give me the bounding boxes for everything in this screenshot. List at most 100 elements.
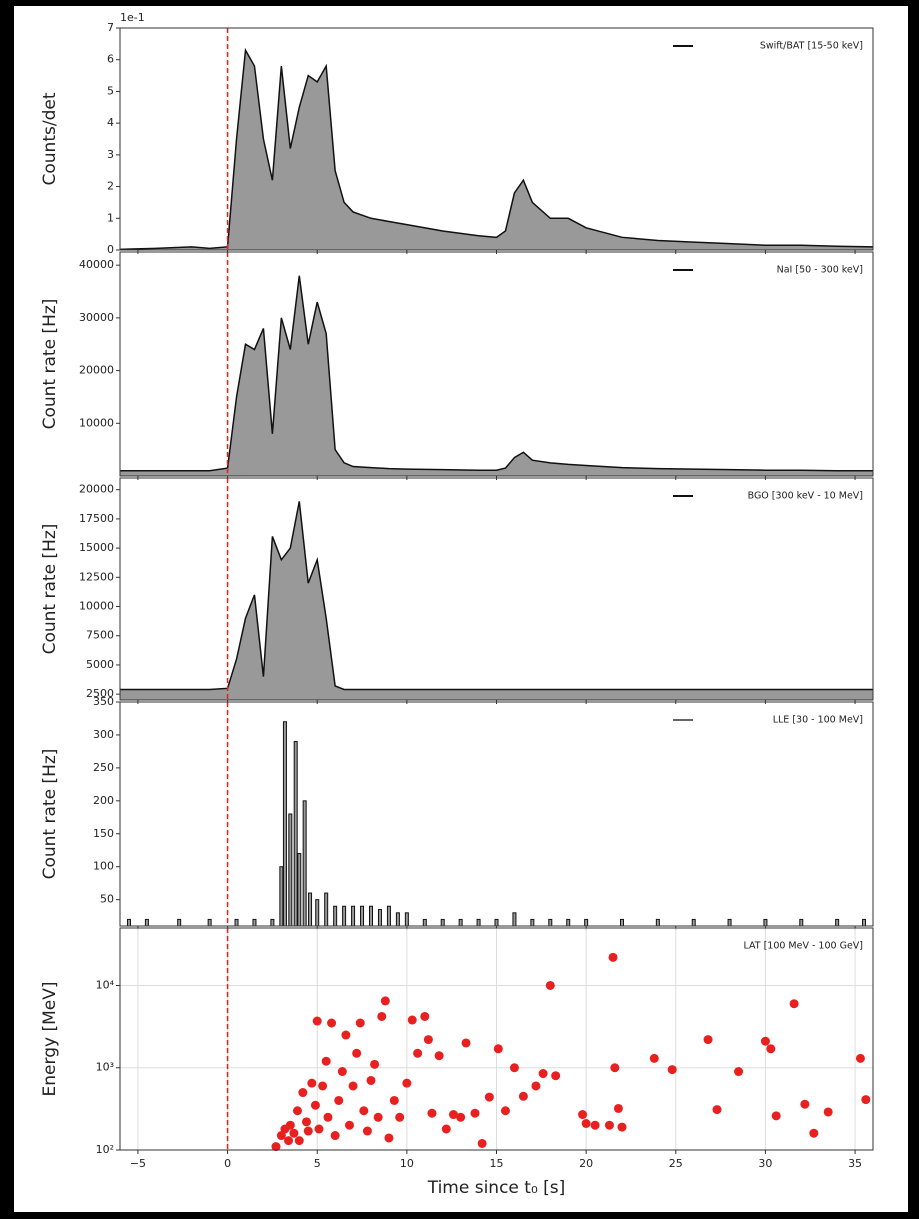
bar — [333, 905, 338, 927]
bar — [282, 721, 287, 927]
point — [314, 1124, 324, 1134]
bar — [512, 912, 517, 927]
point — [337, 1067, 347, 1077]
y-tick-label: 20000 — [79, 483, 114, 496]
y-tick-label: 10⁴ — [96, 978, 115, 991]
point — [310, 1100, 320, 1110]
bar — [763, 918, 768, 927]
y-axis-label: Energy [MeV] — [40, 982, 60, 1097]
point — [352, 1048, 362, 1058]
bar — [476, 918, 481, 927]
bar — [799, 918, 804, 927]
point — [355, 1018, 365, 1028]
line — [120, 501, 873, 691]
point — [578, 1110, 588, 1120]
bar — [862, 918, 867, 927]
y-tick-label: 10000 — [79, 600, 114, 613]
bar — [207, 918, 212, 927]
y-tick-label: 4 — [107, 116, 114, 129]
point — [809, 1128, 819, 1138]
y-tick-label: 10³ — [96, 1061, 114, 1074]
bar — [351, 905, 356, 927]
x-tick-label: 30 — [758, 1157, 772, 1170]
point — [500, 1106, 510, 1116]
y-axis-label: Count rate [Hz] — [40, 524, 60, 655]
legend-label: LAT [100 MeV - 100 GeV] — [743, 941, 863, 952]
area — [120, 501, 873, 700]
bar — [293, 741, 298, 927]
line — [119, 47, 874, 251]
x-tick-label: −5 — [130, 1157, 146, 1170]
y-tick-label: 300 — [93, 728, 114, 741]
bar — [835, 918, 840, 927]
y-tick-label: 15000 — [79, 541, 114, 554]
point — [285, 1120, 295, 1130]
x-tick-label: 0 — [224, 1157, 231, 1170]
point — [509, 1063, 519, 1073]
bar — [530, 918, 535, 927]
point — [323, 1112, 333, 1122]
area — [120, 275, 873, 476]
bar — [386, 905, 391, 927]
bar — [126, 918, 131, 927]
y-tick-label: 17500 — [79, 512, 114, 525]
point — [610, 1063, 620, 1073]
bar — [308, 892, 313, 927]
bar — [566, 918, 571, 927]
point — [407, 1015, 417, 1025]
point — [423, 1035, 433, 1045]
x-tick-label: 25 — [669, 1157, 683, 1170]
point — [298, 1088, 308, 1098]
y-tick-label: 350 — [93, 695, 114, 708]
point — [617, 1122, 627, 1132]
y-tick-label: 3 — [107, 148, 114, 161]
bar — [324, 892, 329, 927]
figure-background — [14, 6, 908, 1212]
bar — [727, 918, 732, 927]
point — [766, 1044, 776, 1054]
axes-frame — [119, 701, 874, 927]
point — [420, 1011, 430, 1021]
bar — [288, 813, 293, 927]
bar — [342, 905, 347, 927]
point — [448, 1110, 458, 1120]
y-tick-label: 5 — [107, 84, 114, 97]
point — [551, 1071, 561, 1081]
bar — [584, 918, 589, 927]
point — [531, 1081, 541, 1091]
y-axis-label: Count rate [Hz] — [40, 749, 60, 880]
y-tick-label: 30000 — [79, 311, 114, 324]
axes-frame — [119, 927, 874, 1151]
y-tick-label: 12500 — [79, 570, 114, 583]
point — [461, 1038, 471, 1048]
point — [545, 980, 555, 990]
bar — [620, 918, 624, 927]
point — [330, 1131, 340, 1141]
point — [789, 999, 799, 1009]
point — [581, 1118, 591, 1128]
y-tick-label: 150 — [93, 827, 114, 840]
point — [292, 1106, 302, 1116]
point — [613, 1103, 623, 1113]
bar — [458, 918, 463, 927]
legend-label: BGO [300 keV - 10 MeV] — [748, 491, 863, 502]
point — [760, 1036, 770, 1046]
y-tick-label: 5000 — [86, 658, 114, 671]
point — [493, 1044, 503, 1054]
point — [590, 1120, 600, 1130]
line — [120, 275, 873, 472]
point — [334, 1095, 344, 1105]
point — [370, 1059, 380, 1069]
axes-frame — [119, 27, 874, 251]
point — [389, 1095, 399, 1105]
y-tick-label: 6 — [107, 53, 114, 66]
point — [649, 1053, 659, 1063]
point — [312, 1016, 322, 1026]
point — [289, 1128, 299, 1138]
x-tick-label: 5 — [314, 1157, 321, 1170]
y-tick-label: 7 — [107, 21, 114, 34]
point — [413, 1048, 423, 1058]
point — [359, 1106, 369, 1116]
point — [284, 1136, 294, 1146]
point — [348, 1081, 358, 1091]
